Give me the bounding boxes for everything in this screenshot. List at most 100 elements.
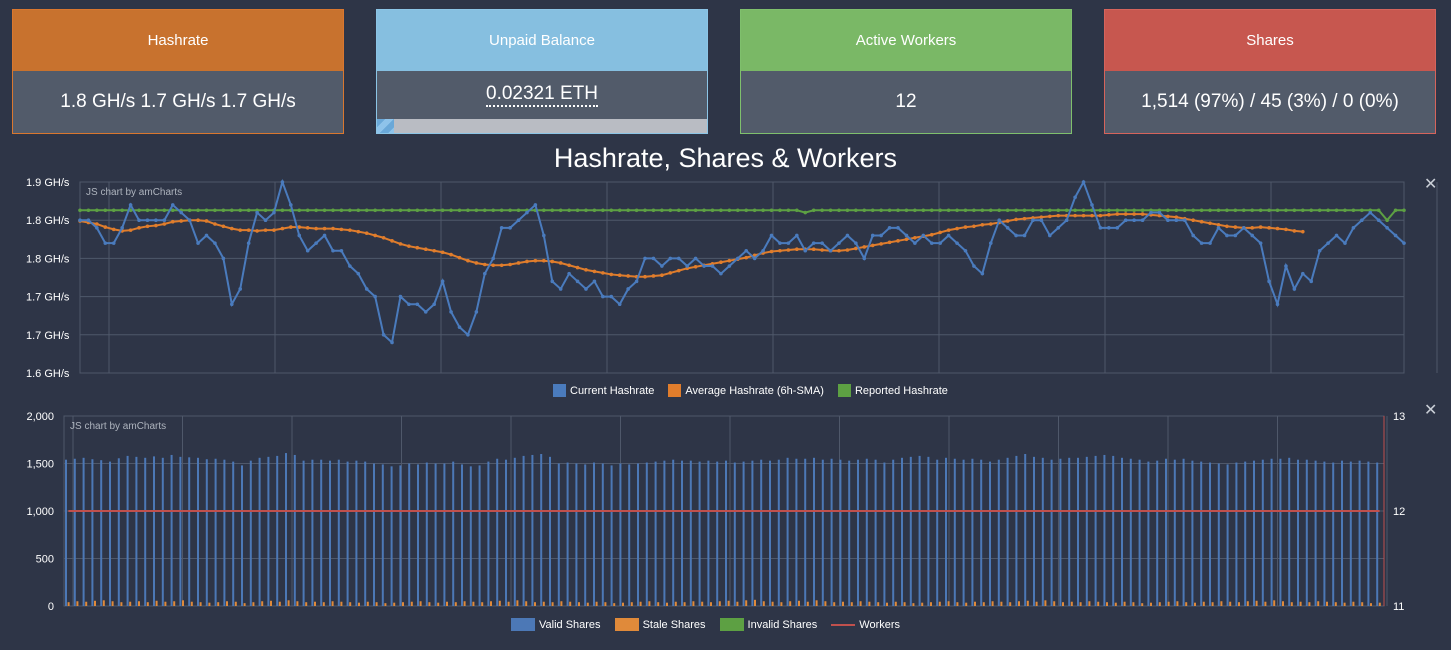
stale-shares-bar: [410, 601, 413, 606]
stale-shares-bar: [868, 601, 871, 606]
chart2-ytick-label: 500: [36, 554, 54, 566]
valid-shares-bar: [1182, 458, 1185, 606]
valid-shares-bar: [777, 459, 780, 606]
valid-shares-bar: [390, 466, 393, 606]
average-hashrate-point: [221, 224, 226, 229]
reported-hashrate-point: [154, 208, 158, 213]
average-hashrate-point: [1081, 213, 1086, 218]
average-hashrate-point: [474, 261, 479, 265]
valid-shares-bar: [540, 454, 543, 606]
legend-item-valid-shares[interactable]: Valid Shares: [511, 618, 601, 631]
average-hashrate-point: [238, 228, 243, 232]
stale-shares-bar: [1132, 602, 1135, 606]
reported-hashrate-point: [727, 208, 732, 213]
current-hashrate-point: [668, 256, 673, 261]
current-hashrate-point: [963, 248, 968, 253]
valid-shares-bar: [769, 460, 771, 606]
current-hashrate-point: [272, 210, 276, 215]
valid-shares-bar: [936, 459, 939, 606]
stale-shares-bar: [1229, 601, 1232, 606]
reported-hashrate-point: [1360, 208, 1364, 213]
average-hashrate-point: [601, 271, 605, 275]
reported-hashrate-point: [398, 208, 403, 213]
average-hashrate-point: [339, 227, 344, 232]
legend-item-stale-shares[interactable]: Stale Shares: [614, 618, 706, 631]
stale-shares-bar: [1053, 601, 1056, 606]
valid-shares-bar: [364, 461, 367, 606]
valid-shares-bar: [786, 457, 789, 606]
reported-hashrate-point: [1208, 208, 1212, 213]
reported-hashrate-point: [364, 208, 369, 213]
stale-shares-bar: [446, 601, 448, 606]
stale-shares-bar: [912, 603, 915, 606]
average-hashrate-point: [896, 239, 900, 243]
average-hashrate-point: [1022, 216, 1027, 221]
current-hashrate-point: [398, 294, 403, 299]
close-icon[interactable]: ✕: [1424, 402, 1438, 419]
valid-shares-bar: [760, 459, 763, 606]
current-hashrate-point: [735, 256, 740, 261]
average-hashrate-point: [567, 263, 571, 268]
current-hashrate-point: [575, 279, 580, 284]
current-hashrate-point: [752, 256, 757, 261]
average-hashrate-point: [407, 244, 411, 248]
reported-hashrate-point: [601, 208, 605, 213]
valid-shares-bar: [1349, 461, 1352, 606]
close-icon[interactable]: ✕: [1424, 176, 1438, 193]
reported-hashrate-point: [423, 208, 428, 213]
legend-item-workers[interactable]: Workers: [831, 619, 900, 631]
stale-shares-bar: [542, 601, 545, 606]
stale-shares-bar: [358, 602, 360, 606]
average-hashrate-point: [1107, 213, 1111, 217]
valid-shares-bar: [1376, 462, 1379, 606]
valid-shares-bar: [1165, 458, 1167, 606]
current-hashrate-point: [1258, 241, 1263, 245]
chart1-credit[interactable]: JS chart by amCharts: [86, 187, 183, 198]
valid-shares-bar: [707, 460, 710, 606]
stale-shares-bar: [683, 602, 686, 606]
chart1-ytick-label: 1.7 GH/s: [26, 292, 70, 304]
legend-item-reported-hashrate[interactable]: Reported Hashrate: [837, 384, 948, 397]
stale-shares-bar: [674, 601, 677, 606]
average-hashrate-point: [449, 252, 453, 257]
unpaid-balance-value[interactable]: 0.02321 ETH: [486, 83, 598, 107]
stale-shares-bar: [815, 600, 818, 606]
current-hashrate-point: [1048, 233, 1052, 238]
reported-hashrate-point: [1022, 208, 1027, 213]
legend-item-invalid-shares[interactable]: Invalid Shares: [719, 618, 817, 631]
reported-hashrate-point: [634, 208, 639, 213]
valid-shares-bar: [716, 461, 719, 606]
current-hashrate-point: [1073, 195, 1077, 200]
stale-shares-bar: [516, 600, 519, 606]
average-hashrate-point: [525, 259, 529, 264]
reported-hashrate-point: [187, 208, 192, 213]
valid-shares-bar: [1041, 457, 1044, 606]
reported-hashrate-point: [1241, 208, 1246, 213]
valid-shares-bar: [566, 462, 569, 606]
legend-item-current-hashrate[interactable]: Current Hashrate: [553, 384, 654, 397]
reported-hashrate-point: [592, 208, 597, 213]
stale-shares-bar: [102, 600, 105, 606]
chart2-credit[interactable]: JS chart by amCharts: [70, 421, 167, 432]
reported-hashrate-point: [162, 208, 167, 213]
shares-card: Shares 1,514 (97%) / 45 (3%) / 0 (0%): [1104, 9, 1436, 134]
reported-hashrate-point: [238, 208, 243, 213]
stale-shares-bar: [595, 601, 598, 606]
valid-shares-bar: [1094, 455, 1097, 606]
current-hashrate-point: [533, 203, 538, 207]
stale-shares-bar: [1308, 602, 1311, 606]
current-hashrate-point: [685, 264, 689, 268]
stale-shares-bar: [252, 602, 255, 606]
current-hashrate-point: [508, 226, 512, 230]
valid-shares-bar: [1200, 461, 1203, 606]
average-hashrate-point: [322, 226, 327, 231]
reported-hashrate-point: [567, 208, 571, 213]
current-hashrate-point: [1292, 287, 1297, 291]
reported-hashrate-point: [1233, 208, 1238, 213]
legend-item-average-hashrate[interactable]: Average Hashrate (6h-SMA): [668, 384, 824, 397]
stale-shares-bar: [1361, 602, 1364, 606]
reported-hashrate-point: [1225, 208, 1229, 213]
current-hashrate-point: [1090, 203, 1094, 207]
stale-shares-bar: [1079, 602, 1082, 606]
stale-shares-bar: [930, 602, 932, 606]
